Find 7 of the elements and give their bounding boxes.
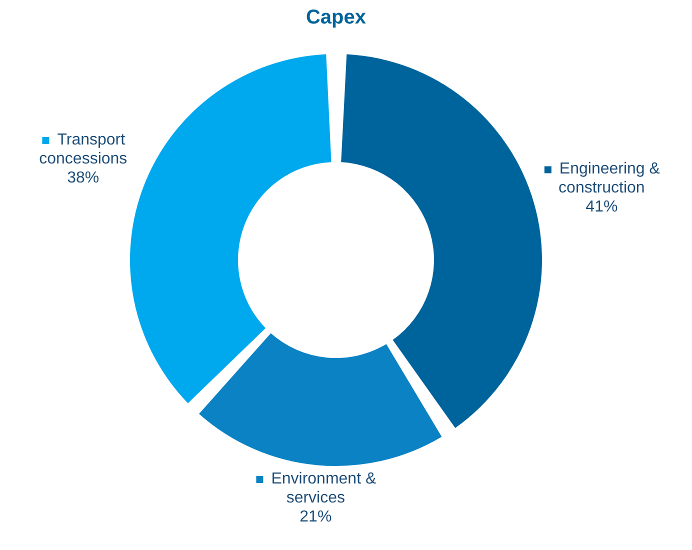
- data-label: 38%: [67, 169, 100, 186]
- legend-label: Transport concessions: [39, 131, 128, 168]
- data-label: 41%: [586, 198, 618, 216]
- legend-label: Environment & services: [271, 470, 376, 506]
- data-label: 21%: [300, 508, 332, 526]
- legend-label: Engineering & construction: [558, 160, 660, 197]
- chart-title: Capex: [306, 6, 366, 29]
